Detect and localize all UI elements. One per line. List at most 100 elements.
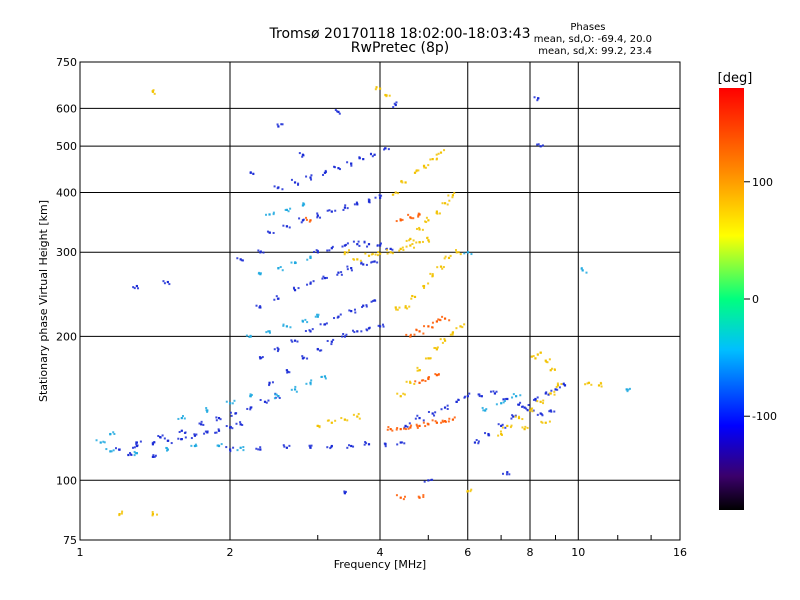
data-point [394,306,397,309]
data-point [511,396,514,399]
data-point [360,261,363,264]
data-point [451,331,455,334]
data-point [356,258,359,261]
data-point [526,426,529,429]
data-point [440,408,443,411]
colorbar-label: [deg] [718,71,753,86]
data-point [424,166,427,169]
data-point [403,393,406,396]
data-point [401,218,404,221]
data-point [451,196,454,199]
data-point [487,432,490,436]
data-point [418,381,421,384]
chart-title: Tromsø 20170118 18:02:00-18:03:43 [269,26,531,42]
data-point [433,346,436,349]
data-point [326,339,329,342]
data-point [214,431,217,434]
data-point [314,315,317,318]
data-point [553,368,556,371]
data-point [536,143,539,146]
data-point [217,428,220,431]
data-point [157,434,160,437]
data-point [310,379,313,382]
data-point [311,328,314,331]
data-point [268,231,271,234]
data-point [560,383,563,386]
phase-stats-heading: Phases [570,22,606,33]
data-point [346,207,349,210]
data-point [225,425,228,428]
data-point [544,359,547,362]
data-point [352,240,355,243]
data-point [443,337,446,340]
data-point [277,395,280,398]
data-point [346,265,349,268]
data-point [368,201,371,204]
data-point [418,226,421,229]
data-point [151,514,154,517]
data-point [412,239,415,242]
data-point [367,254,371,257]
data-point [280,123,283,126]
data-point [112,449,115,452]
data-point [316,313,319,316]
data-point [310,178,313,181]
y-axis-label: Stationary phase Virtual Height [km] [37,200,50,402]
data-point [301,355,304,358]
x-tick-label: 10 [571,546,585,559]
data-point [514,415,517,418]
data-point [501,426,504,429]
data-point [457,399,460,402]
data-point [236,257,239,260]
data-point [276,350,279,353]
data-point [379,87,382,90]
data-point [384,442,387,445]
data-point [417,169,420,172]
data-point [282,224,285,227]
data-point [200,420,203,423]
data-point [193,433,196,436]
data-point [451,333,454,336]
data-point [519,401,522,404]
data-point [510,417,513,420]
data-point [348,444,351,447]
data-point [441,315,444,318]
data-point [401,246,404,249]
data-point [356,202,359,205]
data-point [587,381,591,384]
data-point [534,357,537,360]
data-point [102,440,105,443]
data-point [316,214,319,217]
data-point [330,446,333,449]
data-point [404,428,407,431]
data-point [318,425,321,428]
data-point [345,333,348,336]
data-point [545,360,548,363]
data-point [404,424,407,428]
data-point [305,216,308,219]
data-point [215,416,218,419]
data-point [427,357,430,360]
data-point [527,403,530,406]
data-point [434,420,437,423]
data-point [151,455,155,458]
data-point [356,330,359,333]
data-point [415,423,418,426]
data-point [407,213,410,216]
data-point [493,392,497,395]
data-point [396,392,399,395]
data-point [257,448,260,451]
data-point [429,272,432,275]
data-point [365,304,368,307]
data-point [184,436,187,439]
data-point [425,216,428,219]
data-point [389,247,392,250]
data-point [477,393,480,396]
data-point [281,188,284,191]
data-point [359,259,362,262]
data-point [262,251,265,254]
data-point [372,299,375,302]
data-point [279,266,282,269]
data-point [344,490,347,493]
data-point [556,384,560,387]
